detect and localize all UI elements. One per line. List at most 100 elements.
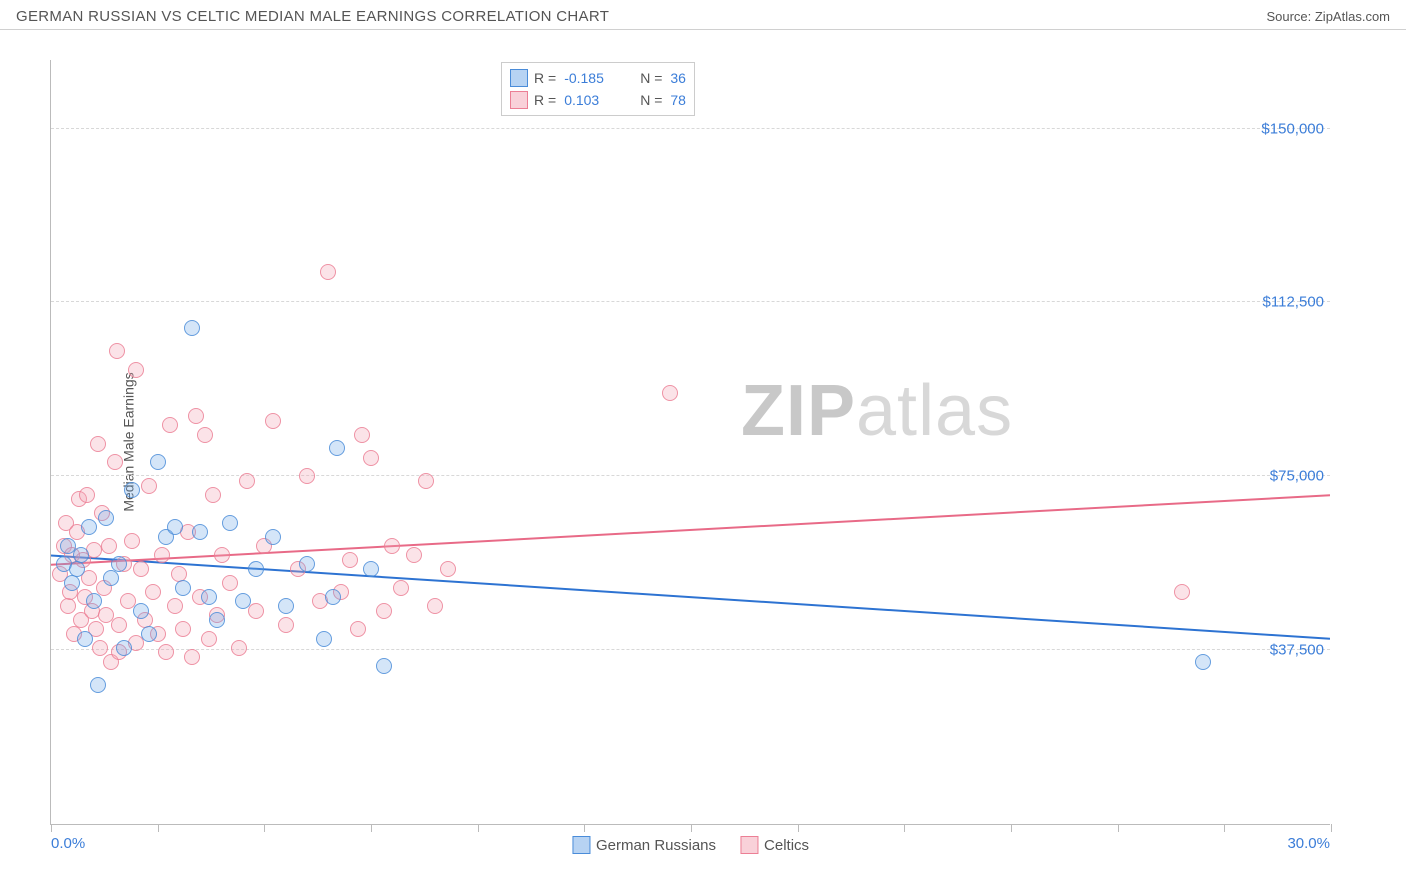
r-value: -0.185 (564, 70, 624, 86)
scatter-point (192, 524, 208, 540)
y-tick-label: $150,000 (1261, 120, 1324, 137)
scatter-point (162, 417, 178, 433)
scatter-point (329, 440, 345, 456)
x-tick (1331, 824, 1332, 832)
scatter-point (175, 621, 191, 637)
scatter-point (167, 519, 183, 535)
y-tick-label: $112,500 (1263, 294, 1324, 311)
scatter-point (214, 547, 230, 563)
chart-plot-area: Median Male Earnings ZIPatlas R =-0.185N… (50, 60, 1330, 825)
legend-swatch (572, 836, 590, 854)
scatter-point (239, 473, 255, 489)
scatter-point (363, 450, 379, 466)
title-bar: GERMAN RUSSIAN VS CELTIC MEDIAN MALE EAR… (0, 0, 1406, 30)
scatter-point (111, 617, 127, 633)
y-tick-label: $37,500 (1270, 642, 1324, 659)
scatter-point (154, 547, 170, 563)
scatter-point (98, 510, 114, 526)
scatter-point (662, 385, 678, 401)
scatter-point (205, 487, 221, 503)
legend-swatch (510, 91, 528, 109)
scatter-point (111, 556, 127, 572)
scatter-point (128, 362, 144, 378)
scatter-point (92, 640, 108, 656)
x-tick (904, 824, 905, 832)
scatter-point (440, 561, 456, 577)
scatter-point (363, 561, 379, 577)
scatter-point (376, 603, 392, 619)
x-tick (1118, 824, 1119, 832)
scatter-point (342, 552, 358, 568)
x-tick (158, 824, 159, 832)
scatter-point (222, 575, 238, 591)
trend-lines (51, 60, 1330, 824)
scatter-point (184, 649, 200, 665)
scatter-point (103, 570, 119, 586)
scatter-point (278, 598, 294, 614)
scatter-point (109, 343, 125, 359)
legend-item: Celtics (740, 836, 809, 854)
scatter-point (418, 473, 434, 489)
scatter-point (158, 644, 174, 660)
legend-label: German Russians (596, 837, 716, 854)
scatter-point (81, 570, 97, 586)
scatter-point (188, 408, 204, 424)
scatter-point (64, 575, 80, 591)
scatter-point (201, 631, 217, 647)
legend-row: R =-0.185N =36 (510, 67, 686, 89)
x-tick (51, 824, 52, 832)
n-value: 78 (670, 92, 686, 108)
legend-swatch (740, 836, 758, 854)
scatter-point (354, 427, 370, 443)
scatter-point (90, 436, 106, 452)
scatter-point (116, 640, 132, 656)
scatter-point (175, 580, 191, 596)
scatter-point (133, 561, 149, 577)
scatter-point (90, 677, 106, 693)
gridline (51, 301, 1330, 302)
x-tick-label-first: 0.0% (51, 835, 85, 852)
scatter-point (231, 640, 247, 656)
scatter-point (427, 598, 443, 614)
scatter-point (150, 454, 166, 470)
x-tick-label-last: 30.0% (1287, 835, 1330, 852)
scatter-point (201, 589, 217, 605)
scatter-point (79, 487, 95, 503)
scatter-point (81, 519, 97, 535)
legend-label: Celtics (764, 837, 809, 854)
scatter-point (101, 538, 117, 554)
scatter-point (73, 547, 89, 563)
y-tick-label: $75,000 (1270, 468, 1324, 485)
scatter-point (133, 603, 149, 619)
scatter-point (1195, 654, 1211, 670)
x-tick (371, 824, 372, 832)
scatter-point (384, 538, 400, 554)
x-tick (264, 824, 265, 832)
scatter-point (393, 580, 409, 596)
x-tick (691, 824, 692, 832)
scatter-point (376, 658, 392, 674)
r-label: R = (534, 92, 556, 108)
scatter-point (184, 320, 200, 336)
n-label: N = (640, 70, 662, 86)
scatter-point (222, 515, 238, 531)
scatter-point (69, 561, 85, 577)
scatter-point (299, 468, 315, 484)
scatter-point (145, 584, 161, 600)
scatter-point (77, 631, 93, 647)
scatter-point (209, 612, 225, 628)
chart-title: GERMAN RUSSIAN VS CELTIC MEDIAN MALE EAR… (16, 8, 609, 25)
n-label: N = (640, 92, 662, 108)
x-tick (1011, 824, 1012, 832)
x-tick (1224, 824, 1225, 832)
watermark: ZIPatlas (741, 370, 1013, 452)
x-tick (584, 824, 585, 832)
correlation-legend: R =-0.185N =36R =0.103N =78 (501, 62, 695, 116)
gridline (51, 128, 1330, 129)
scatter-point (197, 427, 213, 443)
legend-row: R =0.103N =78 (510, 89, 686, 111)
legend-swatch (510, 69, 528, 87)
scatter-point (124, 533, 140, 549)
x-tick (478, 824, 479, 832)
scatter-point (141, 626, 157, 642)
